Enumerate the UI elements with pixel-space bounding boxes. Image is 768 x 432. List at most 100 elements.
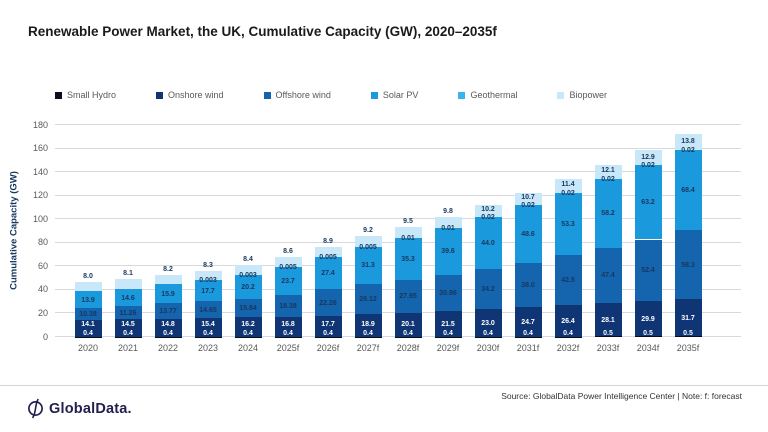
x-tick-2031f: 2031f (516, 343, 540, 353)
bar-label-biopower-2035f: 13.8 (681, 138, 695, 146)
bar-label-offshore-wind-2028f: 27.95 (399, 293, 417, 301)
bar-segment-biopower-2020 (74, 281, 102, 292)
legend-label-onshore-wind: Onshore wind (168, 90, 224, 100)
bar-2028f: 0.4 20.1 27.95 35.3 0.01 9.5 (388, 125, 428, 337)
bar-label-biopower-2032f: 11.4 (561, 181, 575, 189)
bar-segment-solar-pv-2022 (154, 284, 182, 303)
bar-segment-offshore-wind-2023 (194, 301, 222, 319)
bar-label-biopower-2020: 8.0 (83, 272, 93, 280)
bar-segment-onshore-wind-2035f (674, 299, 702, 337)
bar-label-small-hydro-2030f: 0.4 (483, 329, 493, 337)
bar-label-geothermal-2025f: 0.005 (279, 264, 297, 272)
legend: Small Hydro Onshore wind Offshore wind Sola… (55, 90, 607, 100)
bar-segment-biopower-2027f (354, 235, 382, 247)
bar-label-biopower-2033f: 12.1 (601, 167, 615, 175)
source-note: Source: GlobalData Power Intelligence Ce… (501, 391, 742, 401)
bar-label-small-hydro-2029f: 0.4 (443, 329, 453, 337)
bar-label-small-hydro-2035f: 0.5 (683, 329, 693, 337)
y-tick-20: 20 (37, 307, 48, 318)
legend-label-offshore-wind: Offshore wind (275, 90, 331, 100)
bar-segment-solar-pv-2027f (354, 246, 382, 284)
x-tick-2028f: 2028f (396, 343, 420, 353)
bar-label-solar-pv-2032f: 53.3 (561, 221, 575, 228)
bar-segment-solar-pv-2024 (234, 275, 262, 299)
bar-label-solar-pv-2026f: 27.4 (321, 270, 335, 278)
bar-segment-biopower-2032f (554, 179, 582, 193)
bar-label-geothermal-2035f: 0.02 (681, 146, 695, 154)
legend-label-solar-pv: Solar PV (382, 90, 419, 100)
bar-label-onshore-wind-2032f: 26.4 (561, 317, 575, 325)
x-tick-2032f: 2032f (556, 343, 580, 353)
legend-swatch-solar-pv (370, 91, 378, 99)
bar-segment-onshore-wind-2027f (354, 314, 382, 337)
bar-segment-offshore-wind-2032f (554, 255, 582, 306)
legend-item-solar-pv: Solar PV (370, 90, 419, 100)
bar-label-solar-pv-2034f: 63.2 (641, 199, 655, 207)
y-tick-100: 100 (32, 213, 48, 224)
bar-segment-offshore-wind-2031f (514, 262, 542, 308)
legend-swatch-biopower (557, 91, 565, 99)
x-tick-2022: 2022 (157, 343, 179, 353)
bar-label-biopower-2021: 8.1 (123, 270, 133, 278)
bar-2031f: 0.4 24.7 38.0 48.6 0.02 10.7 (508, 125, 548, 337)
bar-label-biopower-2024: 8.4 (243, 256, 253, 264)
y-tick-120: 120 (32, 190, 48, 201)
bar-segment-onshore-wind-2021 (114, 319, 142, 337)
bar-segment-onshore-wind-2029f (434, 311, 462, 337)
bar-segment-solar-pv-2032f (554, 192, 582, 256)
bar-segment-biopower-2021 (114, 279, 142, 289)
bar-label-offshore-wind-2032f: 42.5 (561, 277, 575, 285)
legend-label-small-hydro: Small Hydro (67, 90, 117, 100)
bar-segment-solar-pv-2029f (434, 228, 462, 275)
gridline-180 (55, 124, 741, 125)
bar-segment-biopower-2030f (474, 205, 502, 218)
footer-divider (0, 385, 768, 386)
bar-label-offshore-wind-2034f: 52.4 (641, 267, 655, 275)
bar-label-biopower-2029f: 9.8 (443, 207, 453, 215)
bar-segment-biopower-2033f (594, 164, 622, 179)
bar-segment-biopower-2034f (634, 149, 662, 166)
gridline-160 (55, 147, 741, 149)
legend-item-small-hydro: Small Hydro (55, 90, 116, 100)
bar-label-geothermal-2032f: 0.02 (561, 189, 575, 197)
bar-label-onshore-wind-2022: 14.8 (161, 321, 175, 328)
bar-label-offshore-wind-2033f: 47.4 (601, 272, 615, 280)
bar-label-onshore-wind-2029f: 21.5 (441, 320, 455, 328)
bar-segment-onshore-wind-2023 (194, 318, 222, 337)
bar-label-biopower-2034f: 12.9 (641, 153, 655, 161)
bar-label-onshore-wind-2028f: 20.1 (401, 321, 415, 328)
bar-label-onshore-wind-2025f: 16.8 (281, 321, 295, 328)
bar-label-offshore-wind-2027f: 26.12 (359, 295, 377, 303)
legend-label-biopower: Biopower (569, 90, 608, 100)
bar-segment-onshore-wind-2020 (74, 319, 102, 337)
bar-segment-solar-pv-2030f (474, 217, 502, 270)
bar-label-small-hydro-2024: 0.4 (243, 329, 253, 337)
bar-segment-onshore-wind-2032f (554, 305, 582, 337)
bar-label-onshore-wind-2023: 15.4 (201, 321, 215, 328)
bar-segment-solar-pv-2034f (634, 165, 662, 240)
bar-label-solar-pv-2024: 20.2 (241, 283, 255, 291)
bar-segment-biopower-2025f (274, 257, 302, 268)
bar-segment-offshore-wind-2022 (154, 302, 182, 320)
bar-label-onshore-wind-2026f: 17.7 (321, 321, 335, 328)
bar-segment-offshore-wind-2021 (114, 306, 142, 320)
bar-label-offshore-wind-2023: 14.65 (199, 306, 217, 314)
globaldata-globe-icon (28, 398, 43, 419)
bar-segment-small-hydro-2034f (634, 336, 662, 337)
bar-label-biopower-2022: 8.2 (163, 265, 173, 273)
bar-label-onshore-wind-2030f: 23.0 (481, 320, 495, 327)
bar-label-onshore-wind-2024: 16.2 (241, 321, 255, 328)
bar-label-onshore-wind-2035f: 31.7 (681, 314, 695, 322)
bar-segment-offshore-wind-2027f (354, 283, 382, 315)
gridline-120 (55, 194, 741, 196)
bar-label-solar-pv-2033f: 58.2 (601, 210, 615, 218)
bar-segment-onshore-wind-2025f (274, 316, 302, 337)
bar-label-offshore-wind-2029f: 30.96 (439, 289, 457, 297)
bar-segment-onshore-wind-2024 (234, 317, 262, 337)
legend-swatch-offshore-wind (263, 91, 271, 99)
legend-item-biopower: Biopower (557, 90, 607, 100)
bar-label-geothermal-2031f: 0.02 (521, 202, 535, 210)
bar-segment-onshore-wind-2026f (314, 315, 342, 337)
bar-label-solar-pv-2031f: 48.6 (521, 231, 535, 239)
chart-title: Renewable Power Market, the UK, Cumulati… (28, 24, 497, 39)
